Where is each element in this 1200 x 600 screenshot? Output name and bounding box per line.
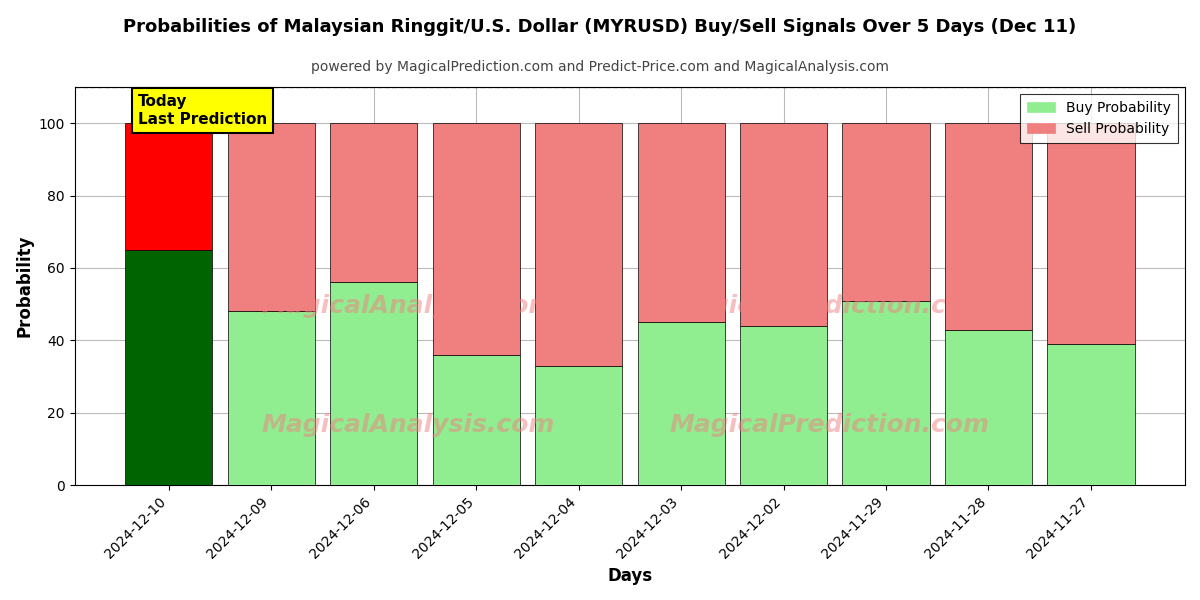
Bar [125,123,212,250]
Bar [330,283,418,485]
Bar [330,123,418,283]
Bar [842,123,930,301]
Legend: Buy Probability, Sell Probability: Buy Probability, Sell Probability [1020,94,1178,143]
X-axis label: Days: Days [607,567,653,585]
Text: MagicalAnalysis.com: MagicalAnalysis.com [262,294,554,318]
Bar [228,123,314,311]
Bar [535,366,622,485]
Text: MagicalPrediction.com: MagicalPrediction.com [670,294,990,318]
Bar [1048,123,1134,344]
Text: Probabilities of Malaysian Ringgit/U.S. Dollar (MYRUSD) Buy/Sell Signals Over 5 : Probabilities of Malaysian Ringgit/U.S. … [124,18,1076,36]
Bar [944,123,1032,329]
Bar [228,311,314,485]
Bar [432,123,520,355]
Bar [432,355,520,485]
Text: Today
Last Prediction: Today Last Prediction [138,94,268,127]
Bar [1048,344,1134,485]
Text: powered by MagicalPrediction.com and Predict-Price.com and MagicalAnalysis.com: powered by MagicalPrediction.com and Pre… [311,60,889,74]
Bar [944,329,1032,485]
Bar [637,322,725,485]
Bar [740,123,827,326]
Bar [637,123,725,322]
Text: MagicalAnalysis.com: MagicalAnalysis.com [262,413,554,437]
Bar [842,301,930,485]
Bar [740,326,827,485]
Text: MagicalPrediction.com: MagicalPrediction.com [670,413,990,437]
Bar [125,250,212,485]
Bar [535,123,622,366]
Y-axis label: Probability: Probability [16,235,34,337]
